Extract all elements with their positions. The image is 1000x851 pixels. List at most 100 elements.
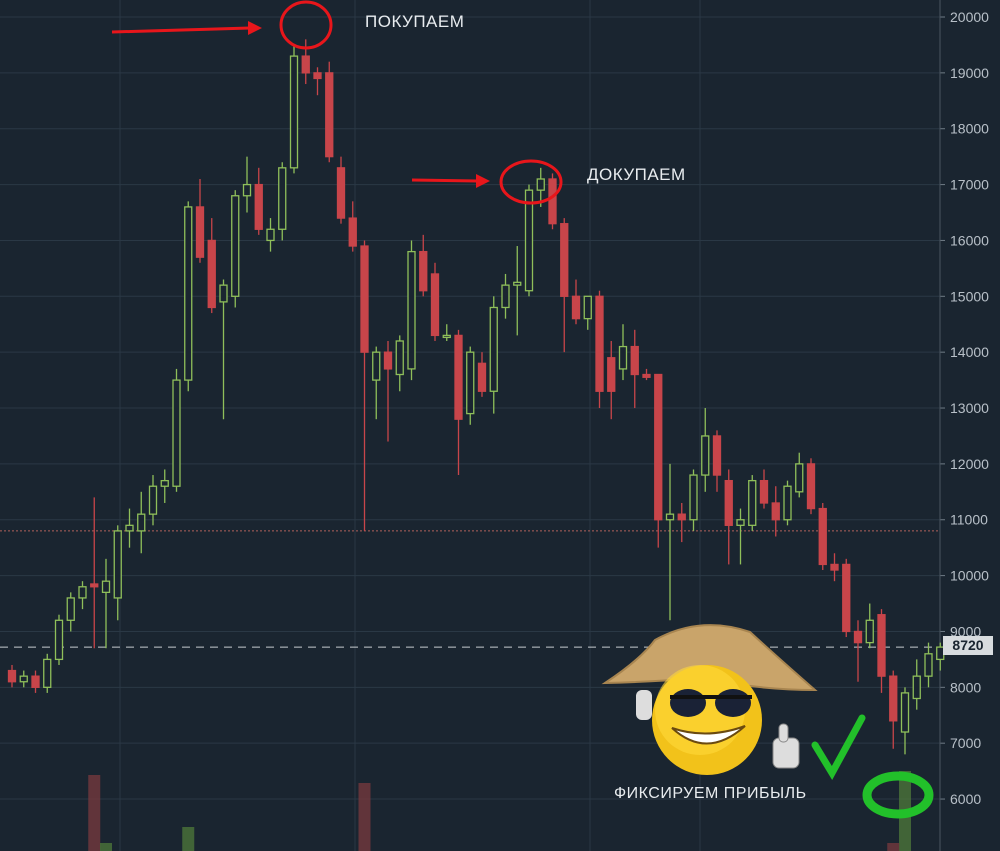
volume-bar [100,843,112,851]
circle-marker-icon [499,159,563,205]
candle-body [172,379,181,487]
candle-body [724,479,733,526]
y-tick-label: 17000 [950,177,989,193]
candle-body [830,563,839,571]
volume-bars [88,771,911,851]
candle-body [783,485,792,521]
candle-body [865,619,874,644]
candle-body [360,245,369,353]
y-tick-label: 12000 [950,456,989,472]
candle-body [853,630,863,644]
y-tick-label: 14000 [950,344,989,360]
candle-body [184,206,193,381]
candle-body [842,563,851,633]
candle-body [419,250,428,292]
candle-body [383,351,393,370]
y-axis: 20000 19000 18000 17000 16000 15000 14000 13000… [939,0,989,851]
candle-body [231,195,240,297]
candle-body [442,334,451,339]
candle-body [78,586,87,599]
candle-body [489,306,498,392]
candle-body [712,435,722,476]
candle-body [430,273,440,337]
candle-body [524,189,534,292]
candle-body [571,295,581,320]
candle-body [113,530,122,599]
candle-body [583,295,592,320]
candle-body [536,178,545,191]
buy-annotation: ПОКУПАЕМ [365,12,465,31]
thumbs-up-icon [772,723,800,769]
y-tick-label: 16000 [950,232,989,248]
candle-body [771,502,780,521]
candle-body [924,653,933,677]
check-mark-icon [811,714,866,781]
candle-body [101,580,111,594]
take-profit-annotation: ФИКСИРУЕМ ПРИБЫЛЬ [614,785,807,802]
candle-body [289,55,299,169]
volume-bar [88,775,101,851]
grid [0,0,940,851]
circle-marker-icon [279,0,333,50]
candle-body [372,351,381,381]
candle-body [889,675,898,722]
candle-body [689,474,698,521]
candle-body [630,345,639,376]
candle-body [560,223,569,297]
y-tick-label: 7000 [950,735,981,751]
candle-body [466,351,475,415]
arrow-right-icon [111,21,262,35]
y-tick-label: 20000 [950,9,989,25]
candle-body [748,479,757,526]
candle-body [618,345,628,370]
candle-body [90,583,99,588]
y-tick-label: 8000 [950,679,981,695]
candle-body [912,675,921,700]
candle-body [454,334,463,420]
candle-body [336,167,346,219]
candle-body [19,675,28,683]
candle-body [242,183,252,197]
candle-body [207,239,216,309]
y-tick-label: 6000 [950,791,981,807]
candle-body [195,206,205,258]
y-tick-label: 11000 [950,512,988,528]
candle-body [513,281,522,286]
candle-body [137,513,146,532]
candle-body [548,178,557,225]
candle-body [160,479,169,487]
candle-body [266,228,275,242]
y-tick-label: 13000 [950,400,989,416]
candle-body [877,614,886,677]
cool-smiley-icon [601,624,818,775]
candle-body [759,479,769,504]
candle-body [125,524,134,532]
candle-body [795,463,804,493]
y-tick-label: 10000 [950,568,989,584]
candle-body [654,373,663,521]
candle-body [301,55,310,74]
candle-body [54,619,64,661]
buy-more-annotation: ДОКУПАЕМ [587,165,686,184]
y-tick-label: 15000 [950,288,989,304]
candle-body [395,340,404,376]
candle-body [818,507,827,566]
candle-body [701,435,710,476]
current-price-label: 8720 [943,636,993,655]
candle-body [348,217,357,247]
candle-body [43,658,52,688]
candle-body [677,513,686,521]
candle-body [806,463,816,510]
candle-body [665,513,675,521]
volume-bar [182,827,195,851]
circle-marker-icon [862,771,934,819]
candle-body [7,669,17,683]
candle-body [477,362,487,392]
candle-body [900,692,910,733]
volume-bar [358,783,371,851]
candle-body [148,485,158,515]
candle-body [219,284,228,303]
candles [7,39,945,755]
candle-body [31,675,40,688]
